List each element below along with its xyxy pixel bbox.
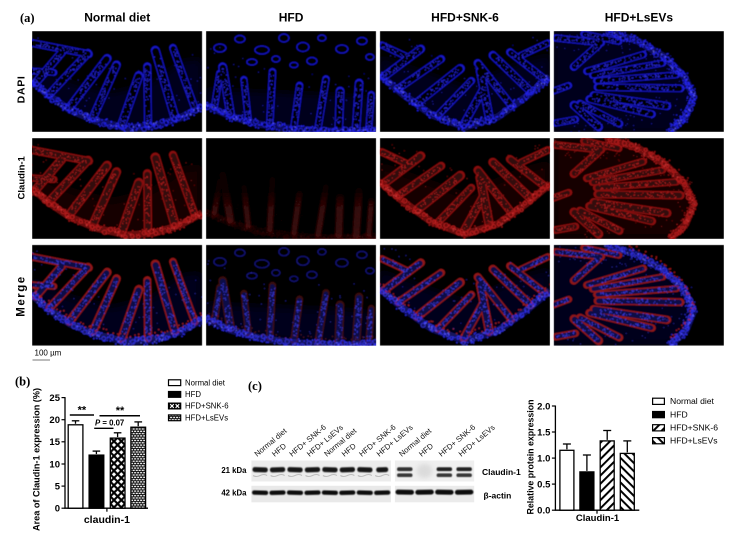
- svg-text:2.0: 2.0: [537, 401, 550, 412]
- svg-text:5: 5: [55, 481, 61, 492]
- svg-text:HFD+LsEVs: HFD+LsEVs: [185, 413, 228, 422]
- svg-text:100 µm: 100 µm: [35, 348, 62, 357]
- svg-text:1.5: 1.5: [537, 427, 551, 438]
- svg-text:HFD+LsEVs: HFD+LsEVs: [670, 436, 718, 446]
- svg-text:0: 0: [55, 504, 60, 515]
- svg-text:15: 15: [49, 437, 60, 448]
- svg-text:HFD: HFD: [670, 410, 688, 420]
- svg-text:HFD: HFD: [185, 390, 201, 399]
- svg-text:P = 0.07: P = 0.07: [95, 419, 124, 428]
- svg-text:β-actin: β-actin: [484, 491, 512, 501]
- svg-text:(b): (b): [15, 375, 30, 389]
- svg-text:HFD+LsEVs: HFD+LsEVs: [605, 11, 674, 25]
- svg-text:HFD+SNK-6: HFD+SNK-6: [670, 423, 718, 433]
- svg-text:HFD: HFD: [279, 11, 304, 25]
- svg-text:Area of Claudin-1 expression (: Area of Claudin-1 expression (%): [32, 388, 42, 531]
- svg-text:20: 20: [49, 415, 60, 426]
- svg-text:Normal diet: Normal diet: [670, 396, 715, 406]
- svg-text:Claudin-1: Claudin-1: [482, 467, 521, 477]
- svg-text:10: 10: [49, 459, 60, 470]
- svg-text:**: **: [116, 405, 125, 417]
- svg-text:25: 25: [49, 393, 60, 404]
- svg-text:0.5: 0.5: [537, 479, 551, 490]
- svg-text:HFD+SNK-6: HFD+SNK-6: [185, 402, 229, 411]
- svg-text:42 kDa: 42 kDa: [221, 489, 247, 498]
- svg-text:**: **: [78, 405, 87, 417]
- svg-text:1.0: 1.0: [537, 453, 550, 464]
- svg-text:DAPI: DAPI: [16, 75, 28, 103]
- svg-text:Normal diet: Normal diet: [185, 378, 226, 387]
- svg-text:21 kDa: 21 kDa: [221, 466, 247, 475]
- svg-text:(a): (a): [20, 11, 35, 25]
- svg-text:HFD+SNK-6: HFD+SNK-6: [431, 11, 499, 25]
- svg-text:Claudin-1: Claudin-1: [17, 155, 28, 199]
- svg-text:Relative protein expression: Relative protein expression: [526, 400, 536, 515]
- svg-text:Merge: Merge: [16, 275, 28, 316]
- svg-text:(c): (c): [248, 379, 262, 393]
- svg-text:0.0: 0.0: [537, 506, 550, 517]
- svg-text:claudin-1: claudin-1: [84, 514, 130, 526]
- svg-text:Normal diet: Normal diet: [84, 11, 150, 25]
- svg-text:Claudin-1: Claudin-1: [576, 513, 620, 524]
